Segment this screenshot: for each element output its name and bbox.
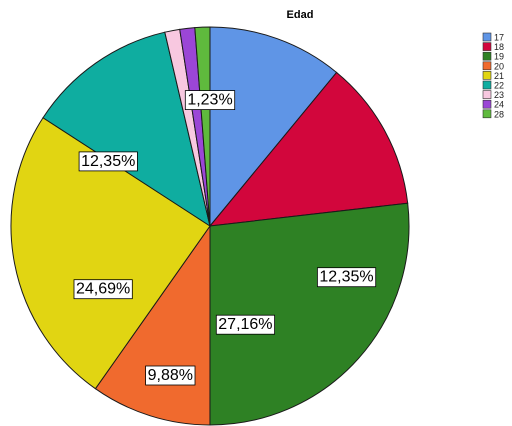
pie-slice-19 (209, 202, 410, 426)
data-label-box (73, 279, 133, 300)
legend-item-20: 20 (482, 61, 504, 71)
data-label-23: 1,23% (184, 90, 236, 110)
data-label-text: 9,88% (148, 367, 193, 384)
data-label-box (78, 151, 138, 172)
data-label-text: 24,69% (76, 281, 130, 298)
legend-item-28: 28 (482, 109, 504, 119)
legend-item-24: 24 (482, 99, 504, 110)
legend-swatch (482, 42, 492, 51)
data-label-text: 1,23% (187, 92, 232, 109)
legend-swatch (482, 71, 492, 80)
data-labels: 12,35% 27,16% 9,88% 24,69% 12,35% 1,23% (73, 90, 377, 386)
legend-swatch (482, 90, 492, 99)
pie-slices (10, 26, 410, 426)
legend-swatch (482, 80, 492, 90)
chart-title: Edad (287, 9, 314, 21)
data-label-text: 27,16% (218, 316, 272, 333)
data-label-20: 9,88% (145, 365, 196, 386)
data-label-text: 12,35% (319, 269, 373, 286)
data-label-18: 12,35% (316, 267, 377, 288)
legend-label: 23 (494, 90, 504, 100)
pie-slice-21 (10, 117, 211, 390)
data-label-19: 27,16% (215, 314, 276, 335)
legend-label: 20 (494, 61, 504, 71)
legend-label: 21 (494, 71, 504, 81)
legend-swatch (482, 61, 492, 71)
legend-item-19: 19 (482, 51, 504, 62)
legend-label: 22 (494, 81, 504, 91)
legend-label: 28 (494, 109, 504, 119)
legend-swatch (482, 32, 492, 42)
legend-item-17: 17 (482, 32, 504, 43)
legend-label: 18 (494, 42, 504, 52)
legend-item-22: 22 (482, 80, 504, 91)
legend-swatch (482, 109, 492, 119)
data-label-box (145, 365, 196, 386)
legend-item-21: 21 (482, 71, 504, 81)
data-label-22: 12,35% (78, 151, 138, 172)
legend-swatch (482, 99, 492, 109)
pie-slice-18 (208, 71, 409, 227)
legend-item-23: 23 (482, 90, 504, 100)
pie-slice-28 (194, 26, 211, 227)
data-label-box (316, 267, 377, 288)
legend-item-18: 18 (482, 42, 504, 52)
data-label-text: 12,35% (81, 153, 135, 170)
pie-slice-22 (42, 31, 211, 228)
data-label-box (215, 314, 276, 335)
pie-slice-17 (209, 26, 338, 228)
legend-label: 24 (494, 100, 504, 110)
data-label-box (184, 90, 236, 110)
legend-label: 17 (494, 33, 504, 43)
legend-swatch (482, 51, 492, 61)
legend-label: 19 (494, 52, 504, 62)
data-label-21: 24,69% (73, 279, 133, 300)
